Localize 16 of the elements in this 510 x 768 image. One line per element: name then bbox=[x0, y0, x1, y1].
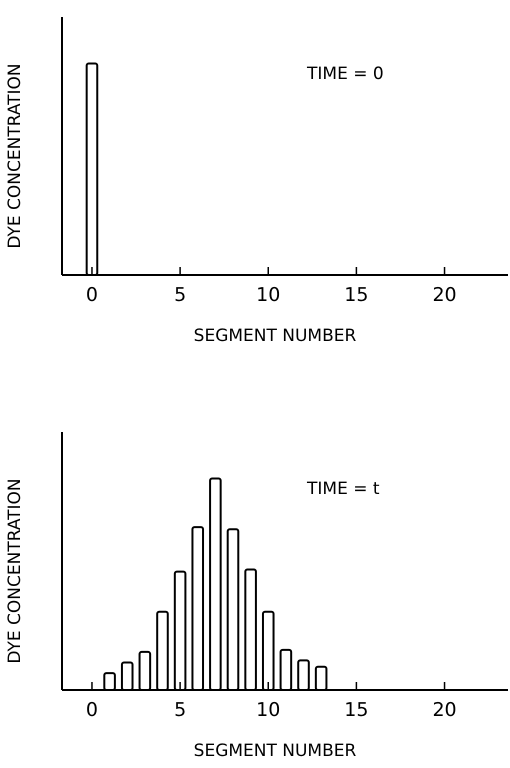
x-tick-label: 5 bbox=[174, 284, 186, 306]
x-axis-title: SEGMENT NUMBER bbox=[194, 741, 357, 761]
x-tick-label: 20 bbox=[432, 284, 457, 306]
annotation: TIME = 0 bbox=[306, 64, 384, 84]
y-axis-title: DYE CONCENTRATION bbox=[5, 478, 25, 664]
x-tick-label: 0 bbox=[86, 284, 98, 306]
x-tick-label: 15 bbox=[344, 699, 368, 721]
x-tick-label: 15 bbox=[344, 284, 368, 306]
x-tick-label: 20 bbox=[432, 699, 457, 721]
y-axis-title: DYE CONCENTRATION bbox=[5, 63, 25, 249]
x-tick-label: 0 bbox=[86, 699, 98, 721]
x-tick-label: 10 bbox=[256, 284, 280, 306]
x-tick-label: 10 bbox=[256, 699, 280, 721]
annotation: TIME = t bbox=[306, 479, 380, 499]
x-tick-label: 5 bbox=[174, 699, 186, 721]
x-axis-title: SEGMENT NUMBER bbox=[194, 326, 357, 346]
